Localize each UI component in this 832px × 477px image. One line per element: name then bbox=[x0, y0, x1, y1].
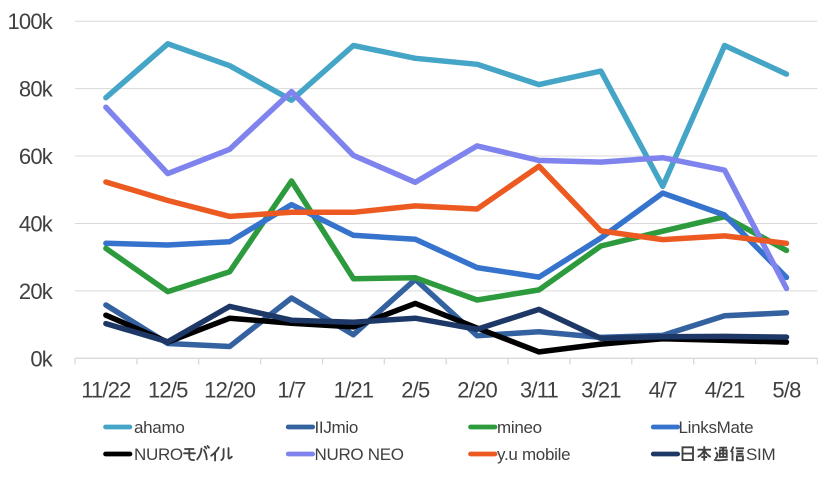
svg-text:11/22: 11/22 bbox=[81, 378, 131, 403]
svg-text:4/21: 4/21 bbox=[705, 378, 745, 403]
svg-text:NURO NEO: NURO NEO bbox=[315, 445, 404, 464]
svg-text:5/8: 5/8 bbox=[772, 378, 801, 403]
svg-text:4/7: 4/7 bbox=[649, 378, 678, 403]
svg-text:IIJmio: IIJmio bbox=[315, 418, 359, 437]
svg-text:3/21: 3/21 bbox=[581, 378, 621, 403]
svg-text:80k: 80k bbox=[19, 77, 54, 102]
svg-text:40k: 40k bbox=[19, 212, 54, 237]
svg-text:2/5: 2/5 bbox=[401, 378, 430, 403]
svg-text:12/5: 12/5 bbox=[148, 378, 188, 403]
svg-text:1/21: 1/21 bbox=[334, 378, 374, 403]
svg-text:12/20: 12/20 bbox=[204, 378, 256, 403]
svg-text:mineo: mineo bbox=[497, 418, 542, 437]
svg-text:0k: 0k bbox=[30, 346, 53, 371]
svg-text:NURO: NURO bbox=[134, 445, 183, 464]
svg-text:1/7: 1/7 bbox=[277, 378, 306, 403]
svg-text:LinksMate: LinksMate bbox=[679, 418, 754, 437]
svg-text:SIM: SIM bbox=[746, 445, 775, 464]
svg-text:100k: 100k bbox=[7, 9, 53, 34]
svg-text:2/20: 2/20 bbox=[457, 378, 497, 403]
svg-text:60k: 60k bbox=[19, 144, 54, 169]
svg-text:y.u mobile: y.u mobile bbox=[497, 445, 570, 464]
svg-text:3/11: 3/11 bbox=[520, 378, 559, 403]
svg-text:ahamo: ahamo bbox=[134, 418, 184, 437]
svg-text:20k: 20k bbox=[19, 279, 54, 304]
